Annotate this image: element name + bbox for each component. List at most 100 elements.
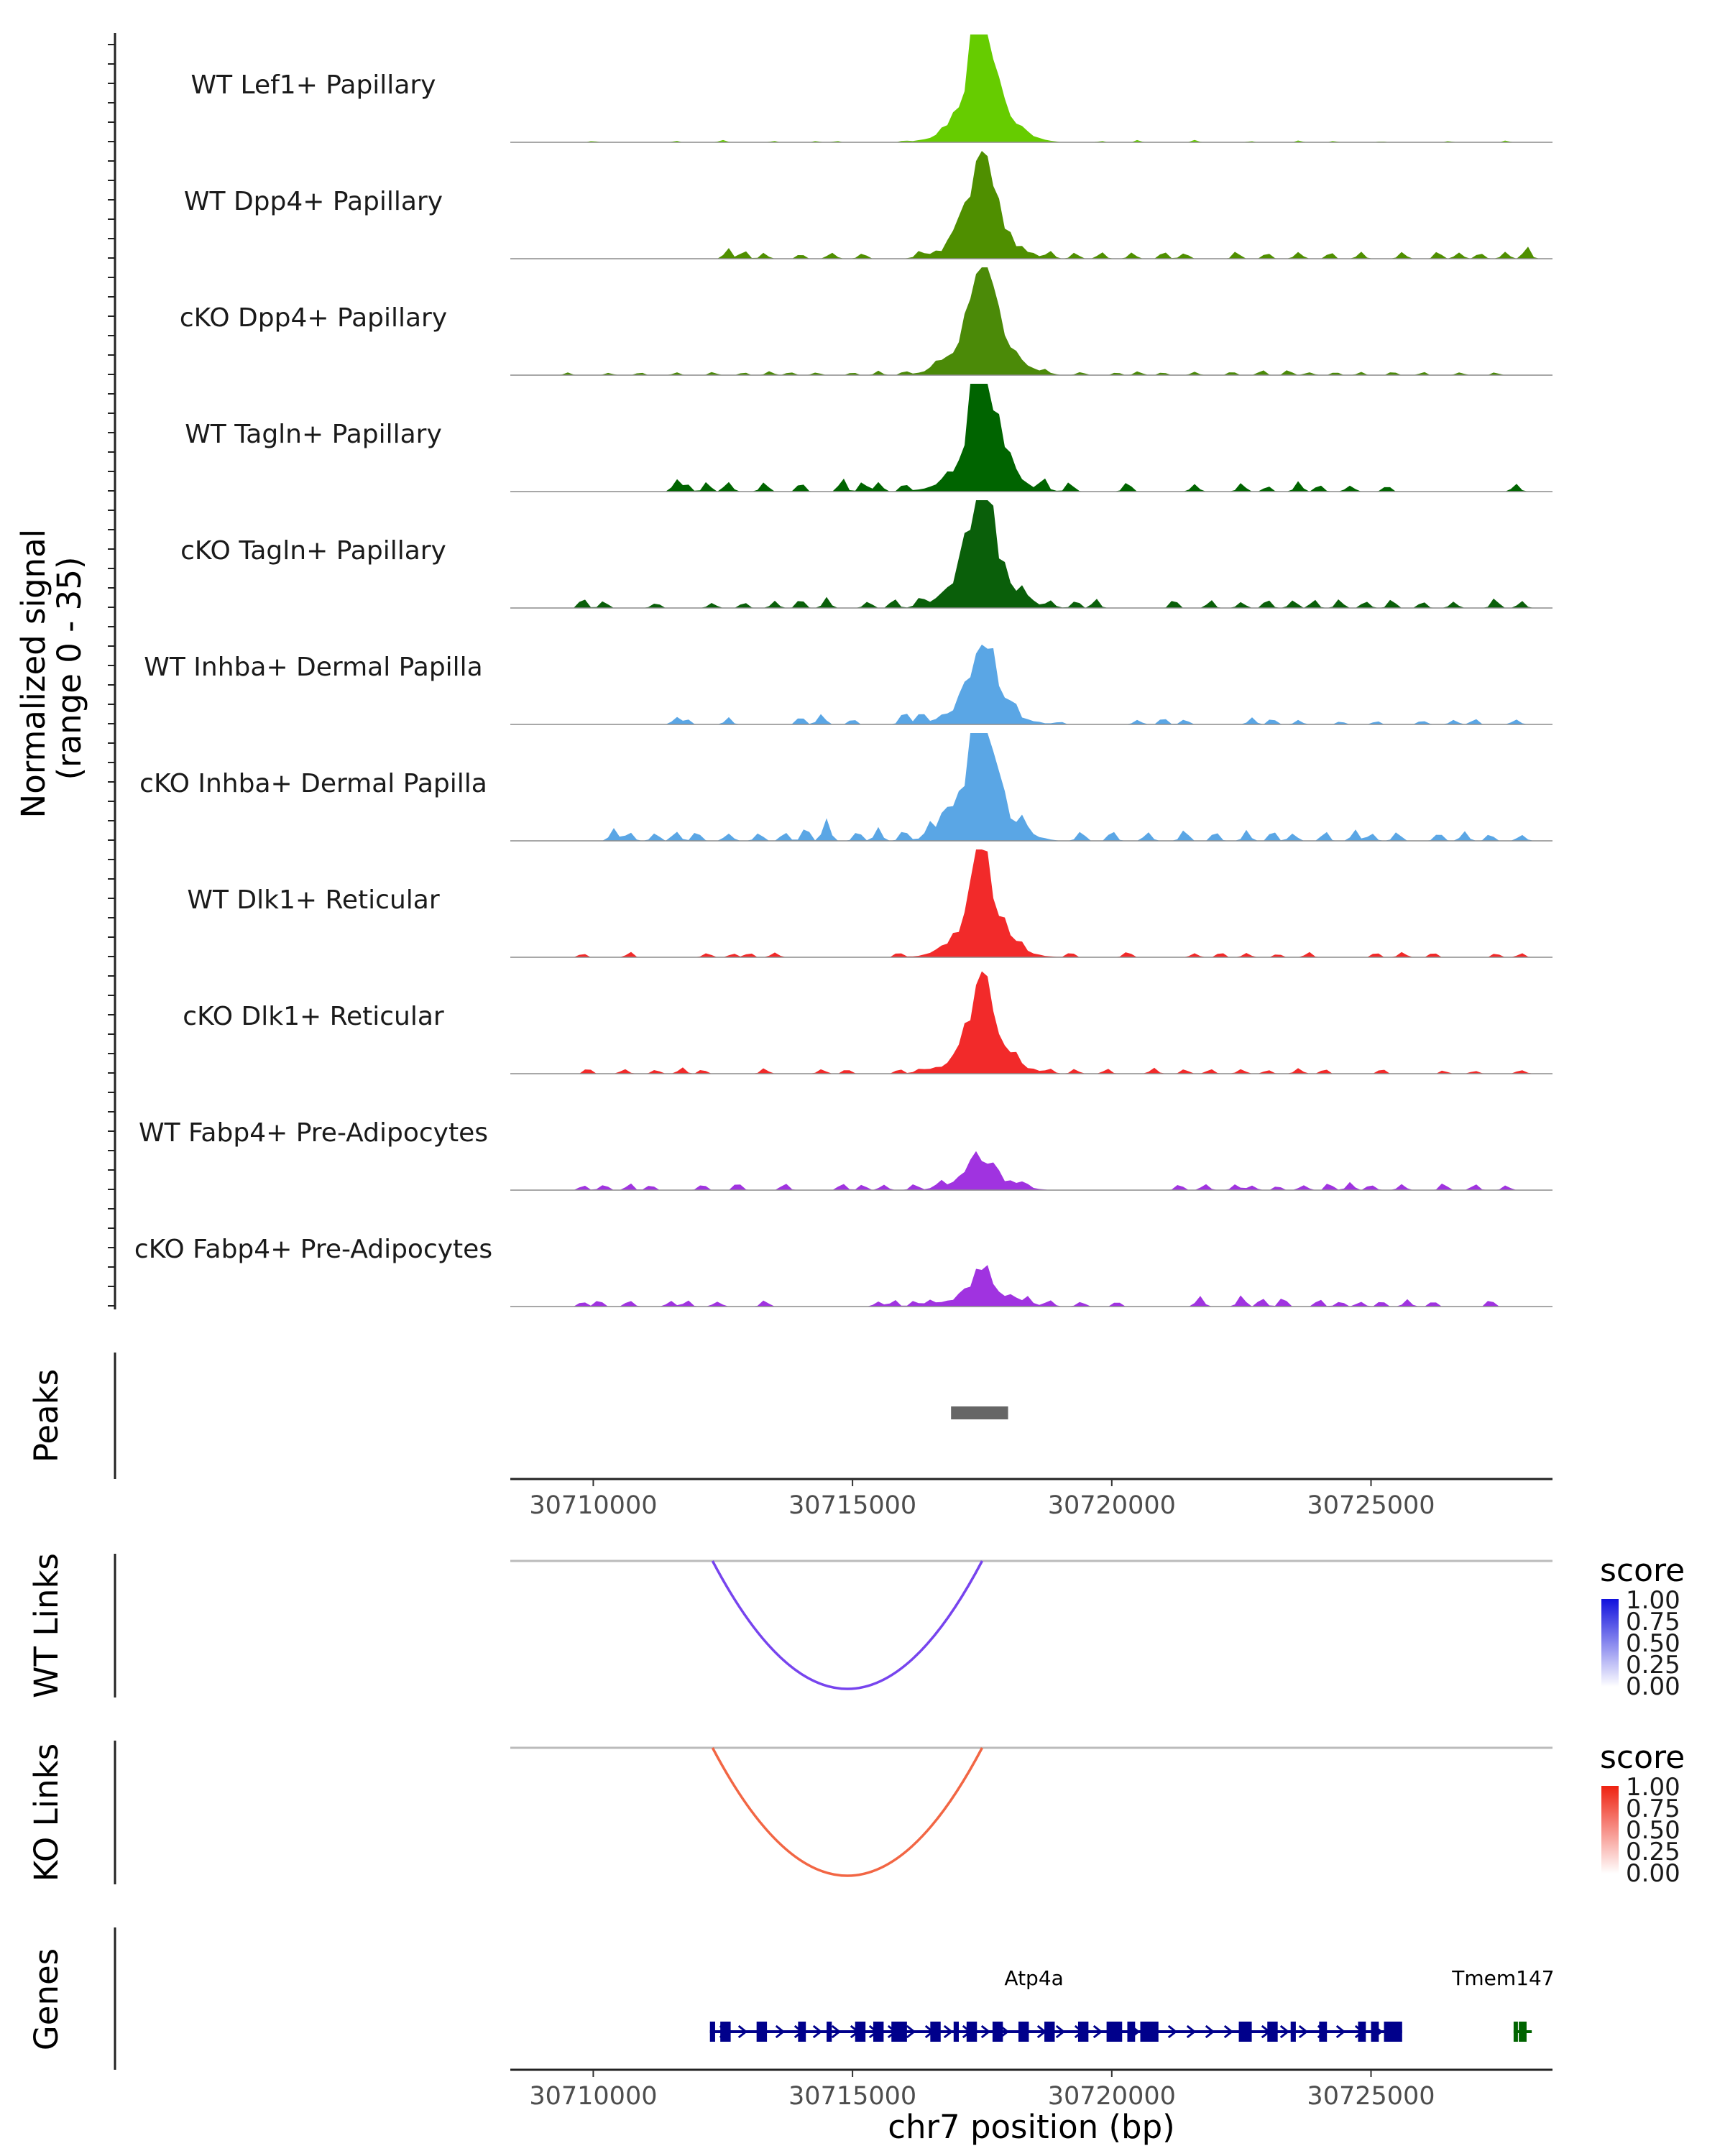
legend-tick-label: 0.25 — [1626, 1651, 1680, 1680]
coverage-y-axis-title: Normalized signal (range 0 - 35) — [14, 519, 88, 819]
legend-tick-label: 0.00 — [1626, 1672, 1680, 1701]
peaks-track-label: Peaks — [27, 1369, 65, 1462]
coverage-area — [510, 1151, 1552, 1190]
gene-exon — [930, 2022, 941, 2042]
bottom-x-axis-ticks: 30710000 30715000 30720000 30725000 — [529, 2070, 1435, 2111]
legend-tick-label: 1.00 — [1626, 1586, 1680, 1615]
x-tick-label: 30715000 — [788, 2082, 916, 2111]
peaks-x-axis-ticks: 30710000 30715000 30720000 30725000 — [529, 1479, 1435, 1520]
gene-exon — [1044, 2022, 1055, 2042]
legend-colorbar — [1601, 1786, 1619, 1874]
gene-exon — [756, 2022, 768, 2042]
gene-exon — [1140, 2022, 1159, 2042]
coverage-track: cKO Dlk1+ Reticular — [183, 971, 1552, 1074]
coverage-track: cKO Fabp4+ Pre-Adipocytes — [134, 1235, 1552, 1307]
gene-model: Atp4a — [709, 1966, 1402, 2042]
strand-arrow — [1298, 2024, 1309, 2039]
gene-exon — [1290, 2022, 1296, 2042]
gene-exon — [1519, 2022, 1527, 2042]
gene-exon — [1513, 2022, 1518, 2042]
coverage-track: cKO Inhba+ Dermal Papilla — [139, 733, 1552, 842]
strand-arrow — [1223, 2024, 1234, 2039]
gene-exon — [1077, 2022, 1089, 2042]
legend-tick-label: 0.50 — [1626, 1816, 1680, 1845]
coverage-track: WT Fabp4+ Pre-Adipocytes — [139, 1118, 1552, 1191]
gene-exon — [1127, 2022, 1136, 2042]
gene-exon — [1384, 2022, 1402, 2042]
gene-exon — [1267, 2022, 1278, 2042]
strand-arrow — [906, 2024, 916, 2039]
gene-exon — [873, 2022, 884, 2042]
coverage-area — [510, 644, 1552, 724]
coverage-track: WT Lef1+ Papillary — [191, 34, 1552, 143]
x-axis-title: chr7 position (bp) — [888, 2108, 1175, 2146]
strand-arrow — [775, 2024, 786, 2039]
coverage-area — [510, 384, 1552, 492]
x-tick-label: 30725000 — [1307, 2082, 1435, 2111]
coverage-track-label: WT Lef1+ Papillary — [191, 70, 436, 100]
coverage-track: cKO Tagln+ Papillary — [180, 500, 1552, 609]
coverage-track-label: WT Fabp4+ Pre-Adipocytes — [139, 1118, 488, 1148]
coverage-area — [510, 267, 1552, 375]
strand-arrow — [980, 2024, 991, 2039]
coverage-area — [510, 34, 1552, 142]
x-tick-label: 30710000 — [529, 1491, 657, 1520]
strand-arrow — [1279, 2024, 1290, 2039]
gene-exon — [891, 2022, 907, 2042]
gene-model: Tmem147 — [1451, 1966, 1555, 2042]
legend-title: score — [1600, 1552, 1685, 1589]
x-tick-label: 30720000 — [1048, 1491, 1176, 1520]
x-tick-label: 30725000 — [1307, 1491, 1435, 1520]
coverage-track-label: cKO Inhba+ Dermal Papilla — [139, 769, 487, 798]
genes-track-label: Genes — [27, 1948, 65, 2050]
gene-exon — [1238, 2022, 1252, 2042]
legend-tick-label: 0.75 — [1626, 1608, 1680, 1636]
coverage-area — [510, 500, 1552, 608]
coverage-y-axis-ticks — [108, 44, 115, 1307]
gene-exon — [709, 2022, 715, 2042]
coverage-track-label: cKO Dpp4+ Papillary — [180, 303, 447, 333]
gene-exon — [1358, 2022, 1366, 2042]
link-arc — [711, 1560, 984, 1690]
x-tick-label: 30715000 — [788, 1491, 916, 1520]
strand-arrow — [943, 2024, 954, 2039]
coverage-area — [510, 1265, 1552, 1307]
peak-region — [951, 1406, 1008, 1419]
gene-exon — [1018, 2022, 1029, 2042]
coverage-track-label: WT Dpp4+ Papillary — [184, 187, 443, 216]
legend-tick-label: 1.00 — [1626, 1773, 1680, 1802]
gene-exon — [855, 2022, 866, 2042]
coverage-track: WT Dpp4+ Papillary — [184, 151, 1552, 259]
gene-name-label: Atp4a — [1004, 1966, 1063, 1990]
strand-arrow — [1167, 2024, 1178, 2039]
gene-exon — [992, 2022, 1003, 2042]
gene-exon — [966, 2022, 978, 2042]
coverage-area — [510, 151, 1552, 259]
coverage-tracks: WT Lef1+ Papillary WT Dpp4+ Papillary cKO … — [134, 34, 1552, 1307]
coverage-track: cKO Dpp4+ Papillary — [180, 267, 1552, 376]
gene-exon — [953, 2022, 960, 2042]
wt-links-track — [510, 1560, 1552, 1690]
strand-arrow — [1055, 2024, 1066, 2039]
legend-tick-label: 0.25 — [1626, 1838, 1680, 1866]
coverage-track: WT Tagln+ Papillary — [185, 384, 1552, 492]
ko-links-track-label: KO Links — [27, 1743, 65, 1881]
gene-models: Atp4a Tmem147 — [709, 1966, 1555, 2042]
strand-arrow — [737, 2024, 748, 2039]
y-title-line-1: Normalized signal — [14, 529, 52, 819]
coverage-track-label: WT Inhba+ Dermal Papilla — [144, 653, 482, 682]
x-tick-label: 30720000 — [1048, 2082, 1176, 2111]
ko-links-track — [510, 1746, 1552, 1877]
legend-tick-label: 0.00 — [1626, 1859, 1680, 1888]
gene-exon — [1371, 2022, 1379, 2042]
coverage-track-label: cKO Dlk1+ Reticular — [183, 1002, 444, 1031]
gene-exon — [1319, 2022, 1328, 2042]
strand-arrow — [831, 2024, 842, 2039]
legend-tick-label: 0.75 — [1626, 1795, 1680, 1823]
coverage-track-label: WT Tagln+ Papillary — [185, 420, 442, 449]
strand-arrow — [1092, 2024, 1103, 2039]
gene-exon — [798, 2022, 806, 2042]
